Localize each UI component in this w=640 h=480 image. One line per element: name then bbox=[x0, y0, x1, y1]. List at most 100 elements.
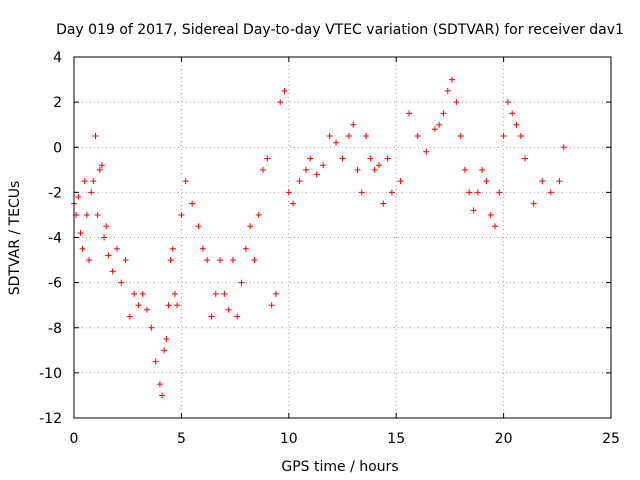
data-point bbox=[208, 313, 215, 320]
data-point bbox=[296, 178, 303, 185]
data-point bbox=[285, 189, 292, 196]
data-point bbox=[547, 189, 554, 196]
data-point bbox=[81, 178, 88, 185]
data-point bbox=[199, 245, 206, 252]
data-point bbox=[436, 121, 443, 128]
y-tick-label: -10 bbox=[39, 366, 62, 382]
y-tick-label: -6 bbox=[48, 276, 62, 292]
data-point bbox=[414, 132, 421, 139]
y-tick-label: -2 bbox=[48, 185, 62, 201]
data-point bbox=[474, 189, 481, 196]
data-point bbox=[135, 302, 142, 309]
data-point bbox=[118, 279, 125, 286]
data-point bbox=[345, 132, 352, 139]
x-tick-label: 10 bbox=[280, 431, 298, 447]
data-point bbox=[171, 290, 178, 297]
data-point bbox=[109, 268, 116, 275]
data-point bbox=[388, 189, 395, 196]
data-point bbox=[504, 99, 511, 106]
data-point bbox=[83, 211, 90, 218]
data-point bbox=[380, 200, 387, 207]
data-point bbox=[496, 189, 503, 196]
data-point bbox=[165, 302, 172, 309]
data-point bbox=[167, 257, 174, 264]
data-point bbox=[423, 148, 430, 155]
data-point bbox=[272, 290, 279, 297]
data-point bbox=[461, 166, 468, 173]
data-point bbox=[277, 99, 284, 106]
data-point bbox=[539, 178, 546, 185]
data-point bbox=[139, 290, 146, 297]
data-point bbox=[77, 229, 84, 236]
data-point bbox=[326, 132, 333, 139]
data-point bbox=[371, 166, 378, 173]
data-point bbox=[313, 171, 320, 178]
x-tick-label: 0 bbox=[70, 431, 79, 447]
data-point bbox=[156, 381, 163, 388]
data-point bbox=[522, 155, 529, 162]
data-point bbox=[212, 290, 219, 297]
data-point bbox=[98, 162, 105, 169]
data-point bbox=[79, 245, 86, 252]
data-point bbox=[225, 306, 232, 313]
data-point bbox=[260, 166, 267, 173]
data-point bbox=[242, 245, 249, 252]
data-point bbox=[363, 132, 370, 139]
data-point bbox=[560, 144, 567, 151]
data-point bbox=[178, 211, 185, 218]
data-point bbox=[90, 178, 97, 185]
data-point bbox=[86, 257, 93, 264]
data-point bbox=[264, 155, 271, 162]
data-point bbox=[131, 290, 138, 297]
data-point bbox=[221, 290, 228, 297]
data-point bbox=[290, 200, 297, 207]
data-point bbox=[307, 155, 314, 162]
y-axis-label: SDTVAR / TECUs bbox=[7, 181, 23, 296]
data-point bbox=[169, 245, 176, 252]
data-point bbox=[483, 178, 490, 185]
data-point bbox=[126, 313, 133, 320]
data-point bbox=[144, 306, 151, 313]
data-point bbox=[492, 223, 499, 230]
data-point bbox=[530, 200, 537, 207]
data-point bbox=[105, 252, 112, 259]
y-tick-label: 4 bbox=[53, 50, 62, 66]
data-point bbox=[152, 358, 159, 365]
data-point bbox=[350, 121, 357, 128]
data-point bbox=[509, 110, 516, 117]
data-point bbox=[302, 166, 309, 173]
data-point bbox=[182, 178, 189, 185]
data-point bbox=[487, 211, 494, 218]
x-tick-label: 20 bbox=[495, 431, 513, 447]
y-tick-label: -8 bbox=[48, 321, 62, 337]
data-point bbox=[88, 189, 95, 196]
x-tick-label: 15 bbox=[387, 431, 405, 447]
data-point bbox=[96, 166, 103, 173]
data-point bbox=[101, 234, 108, 241]
data-point bbox=[195, 223, 202, 230]
y-tick-label: -12 bbox=[39, 411, 62, 427]
y-tick-label: 0 bbox=[53, 140, 62, 156]
data-point bbox=[229, 257, 236, 264]
data-point bbox=[354, 166, 361, 173]
data-point bbox=[247, 223, 254, 230]
data-point bbox=[189, 200, 196, 207]
data-point bbox=[556, 178, 563, 185]
data-point bbox=[174, 302, 181, 309]
y-tick-label: -4 bbox=[48, 231, 62, 247]
data-point bbox=[234, 313, 241, 320]
data-point bbox=[148, 324, 155, 331]
data-point bbox=[444, 87, 451, 94]
data-point bbox=[113, 245, 120, 252]
data-point bbox=[163, 336, 170, 343]
grid bbox=[74, 57, 611, 418]
data-point bbox=[122, 257, 129, 264]
data-point bbox=[466, 189, 473, 196]
data-point bbox=[513, 121, 520, 128]
data-point bbox=[440, 110, 447, 117]
data-point bbox=[159, 392, 166, 399]
chart-title: Day 019 of 2017, Sidereal Day-to-day VTE… bbox=[56, 22, 624, 38]
data-point bbox=[470, 207, 477, 214]
data-point bbox=[376, 162, 383, 169]
